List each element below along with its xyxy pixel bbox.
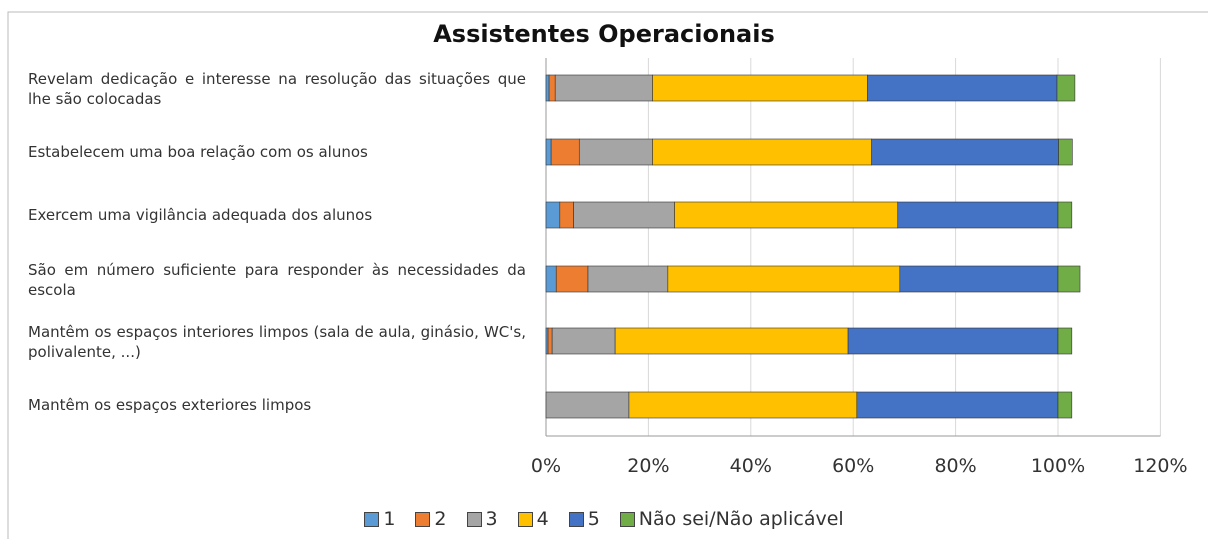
bar-segment xyxy=(545,327,549,355)
x-tick-label: 120% xyxy=(1133,455,1187,477)
bar-segment xyxy=(871,138,1059,166)
bar-segment xyxy=(867,74,1058,102)
legend-swatch xyxy=(619,511,635,527)
bar-segment xyxy=(1056,74,1076,102)
legend-label: 2 xyxy=(434,508,447,530)
legend-swatch xyxy=(568,511,584,527)
x-tick-label: 100% xyxy=(1031,455,1085,477)
x-tick-label: 40% xyxy=(730,455,772,477)
bar-segment xyxy=(1058,138,1073,166)
legend-swatch xyxy=(415,511,431,527)
legend-label: 3 xyxy=(485,508,498,530)
bar-segment xyxy=(1057,327,1073,355)
bar-segment xyxy=(1057,201,1073,229)
bar-segment xyxy=(652,74,868,102)
bar-segment xyxy=(548,74,556,102)
legend-item: 3 xyxy=(466,508,498,530)
x-tick-label: 20% xyxy=(627,455,669,477)
bar-segment xyxy=(899,265,1059,293)
bar-segment xyxy=(628,391,858,419)
bar-segment xyxy=(614,327,849,355)
legend-label: Não sei/Não aplicável xyxy=(638,508,844,530)
bar-segment xyxy=(550,138,580,166)
category-label: Mantêm os espaços exteriores limpos xyxy=(28,396,312,414)
legend-item: 5 xyxy=(568,508,600,530)
frame xyxy=(7,11,1208,539)
bar-segment xyxy=(545,265,557,293)
bar-segment xyxy=(856,391,1059,419)
chart-title: Assistentes Operacionais xyxy=(433,20,775,48)
bar-segment xyxy=(545,74,550,102)
legend-label: 4 xyxy=(536,508,549,530)
bar-segment xyxy=(573,201,675,229)
bar-segment xyxy=(897,201,1059,229)
legend-item: 4 xyxy=(517,508,549,530)
bar-segment xyxy=(559,201,574,229)
bar-segment xyxy=(587,265,669,293)
x-tick-label: 80% xyxy=(934,455,976,477)
bar-segment xyxy=(847,327,1059,355)
bar-segment xyxy=(674,201,899,229)
bar-segment xyxy=(1057,391,1073,419)
legend-item: 1 xyxy=(364,508,395,530)
bar-segment xyxy=(1057,265,1081,293)
legend-item: Não sei/Não aplicável xyxy=(619,508,844,530)
legend-swatch xyxy=(517,511,533,527)
category-label: Estabelecem uma boa relação com os aluno… xyxy=(28,143,368,161)
bar-segment xyxy=(551,327,616,355)
legend-swatch xyxy=(466,511,482,527)
legend-item: 2 xyxy=(415,508,447,530)
bar-segment xyxy=(578,138,653,166)
bar-segment xyxy=(545,391,630,419)
legend-label: 1 xyxy=(383,508,396,530)
legend-label: 5 xyxy=(587,508,600,530)
category-label: Mantêm os espaços interiores limpos (sal… xyxy=(28,323,526,361)
legend-swatch xyxy=(364,511,380,527)
x-tick-label: 60% xyxy=(832,455,874,477)
category-label: São em número suficiente para responder … xyxy=(28,261,526,299)
bar-segment xyxy=(545,201,561,229)
bar-segment xyxy=(545,138,552,166)
category-label: Revelam dedicação e interesse na resoluç… xyxy=(28,70,526,108)
bar-segment xyxy=(652,138,872,166)
legend: 1 2 3 4 5 Não sei/Não aplicável xyxy=(0,508,1208,530)
x-tick-label: 0% xyxy=(531,455,561,477)
category-label: Exercem uma vigilância adequada dos alun… xyxy=(28,206,373,224)
bar-segment xyxy=(547,327,553,355)
bar-segment xyxy=(667,265,901,293)
bar-segment xyxy=(554,74,653,102)
bar-segment xyxy=(555,265,589,293)
